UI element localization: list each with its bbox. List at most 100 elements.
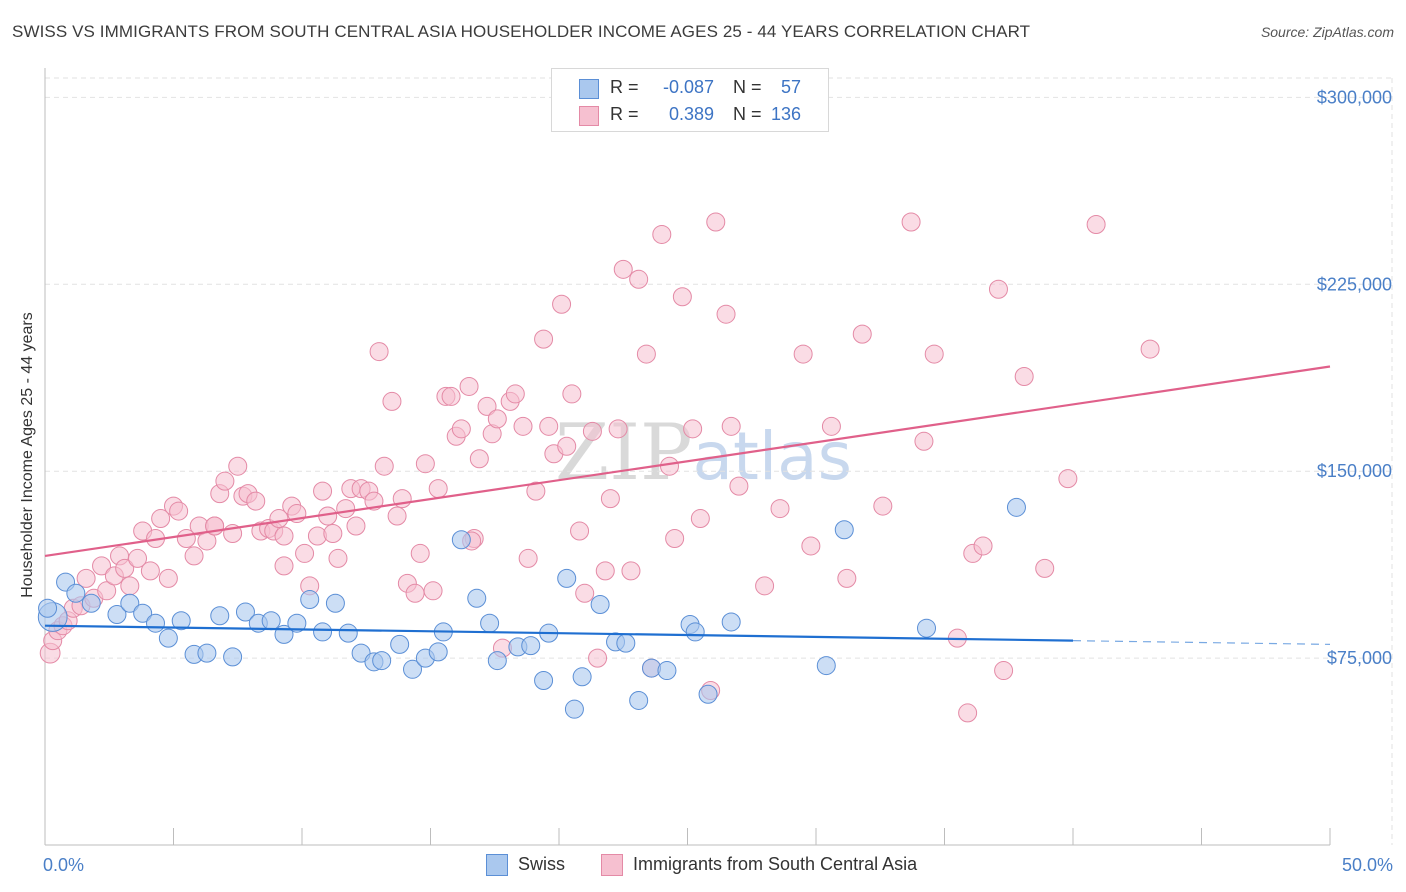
immigrants-point	[690, 509, 710, 529]
immigrants-point	[552, 294, 572, 314]
swiss-point	[390, 634, 410, 654]
immigrants-point	[901, 212, 921, 232]
immigrants-point	[274, 526, 294, 546]
immigrants-point	[570, 521, 590, 541]
immigrants-r-value: 0.389	[668, 104, 714, 124]
swiss-point	[325, 593, 345, 613]
chart-title: SWISS VS IMMIGRANTS FROM SOUTH CENTRAL A…	[12, 22, 1031, 41]
immigrants-point	[595, 561, 615, 581]
immigrants-point	[821, 416, 841, 436]
immigrants-point	[451, 419, 471, 439]
immigrants-point	[629, 269, 649, 289]
immigrants-point	[1140, 339, 1160, 359]
swiss-trend-line	[44, 624, 1074, 642]
swiss-point	[816, 656, 836, 676]
swiss-point	[698, 684, 718, 704]
immigrants-legend-label: Immigrants from South Central Asia	[633, 854, 918, 874]
immigrants-point	[336, 499, 356, 519]
immigrants-point	[364, 491, 384, 511]
immigrants-point	[755, 576, 775, 596]
immigrants-point	[852, 324, 872, 344]
immigrants-point	[459, 376, 479, 396]
legend-row-swiss: R = -0.087 N = 57	[552, 74, 828, 100]
swiss-point	[403, 659, 423, 679]
immigrants-point	[621, 561, 641, 581]
swiss-point	[38, 598, 58, 618]
x-tick-label-min: 0.0%	[43, 855, 84, 875]
immigrants-point	[706, 212, 726, 232]
immigrants-point	[575, 583, 595, 603]
immigrants-point	[973, 536, 993, 556]
swiss-point	[534, 671, 554, 691]
legend-row-immigrants: R = 0.389 N = 136	[552, 101, 828, 127]
immigrants-point	[636, 344, 656, 364]
immigrants-point	[346, 516, 366, 536]
immigrants-point	[274, 556, 294, 576]
swiss-swatch	[579, 79, 599, 99]
immigrants-point	[405, 583, 425, 603]
immigrants-point	[562, 384, 582, 404]
swiss-point	[451, 530, 471, 550]
immigrants-point	[169, 501, 189, 521]
immigrants-point	[729, 476, 749, 496]
immigrants-point	[721, 416, 741, 436]
swiss-point	[120, 593, 140, 613]
swiss-n-label: N =	[733, 77, 762, 97]
immigrants-point	[184, 546, 204, 566]
swiss-point	[467, 588, 487, 608]
swiss-point	[372, 651, 392, 671]
immigrants-legend-swatch	[601, 854, 623, 876]
immigrants-point	[374, 456, 394, 476]
immigrants-point	[958, 703, 978, 723]
immigrants-r-label: R =	[610, 104, 639, 124]
immigrants-point	[323, 523, 343, 543]
swiss-point	[133, 603, 153, 623]
immigrants-point	[487, 409, 507, 429]
swiss-point	[66, 583, 86, 603]
immigrants-point	[770, 499, 790, 519]
immigrants-point	[665, 528, 685, 548]
immigrants-point	[924, 344, 944, 364]
swiss-point	[235, 602, 255, 622]
swiss-point	[223, 647, 243, 667]
swiss-point	[261, 611, 281, 631]
swiss-point	[616, 633, 636, 653]
immigrants-point	[410, 543, 430, 563]
immigrants-point	[837, 568, 857, 588]
swiss-point	[107, 604, 127, 624]
swiss-point	[917, 618, 937, 638]
immigrants-point	[672, 287, 692, 307]
swiss-point	[521, 636, 541, 656]
immigrants-point	[469, 449, 489, 469]
immigrants-point	[76, 568, 96, 588]
immigrants-n-label: N =	[733, 104, 762, 124]
y-tick-label: $75,000	[1327, 648, 1392, 668]
immigrants-point	[415, 454, 435, 474]
swiss-point	[210, 606, 230, 626]
immigrants-point	[613, 259, 633, 279]
immigrants-point	[158, 568, 178, 588]
immigrants-point	[313, 481, 333, 501]
immigrants-point	[228, 456, 248, 476]
immigrants-point	[382, 391, 402, 411]
x-tick-label-max: 50.0%	[1342, 855, 1393, 875]
y-tick-label: $150,000	[1317, 461, 1392, 481]
immigrants-trend-line	[44, 365, 1331, 558]
immigrants-n-value: 136	[770, 104, 801, 124]
grid-lines	[45, 77, 1393, 845]
immigrants-point	[873, 496, 893, 516]
immigrants-point	[683, 419, 703, 439]
immigrants-point	[600, 489, 620, 509]
immigrants-point	[539, 416, 559, 436]
immigrants-point	[92, 556, 112, 576]
swiss-point	[564, 699, 584, 719]
swiss-point	[197, 643, 217, 663]
swiss-point	[146, 613, 166, 633]
swiss-point	[287, 613, 307, 633]
immigrants-point	[97, 581, 117, 601]
axes	[44, 68, 1331, 846]
y-tick-label: $300,000	[1317, 87, 1392, 107]
immigrants-point	[151, 509, 171, 529]
swiss-n-value: 57	[780, 77, 801, 97]
immigrants-point	[513, 416, 533, 436]
